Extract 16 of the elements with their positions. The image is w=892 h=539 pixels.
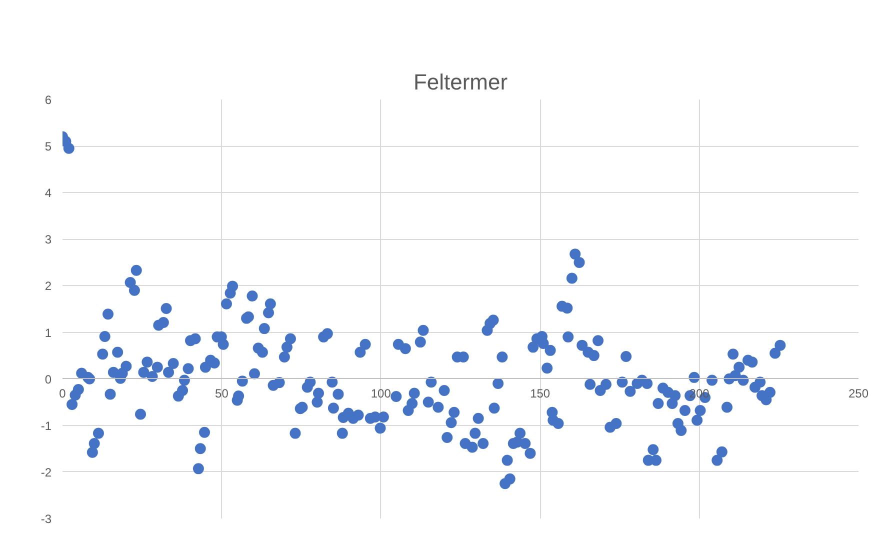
y-tick-label: 2 (44, 279, 52, 294)
y-tick-label: 5 (44, 140, 52, 154)
y-tick-label: -3 (40, 512, 52, 526)
x-tick-label: 100 (370, 386, 392, 400)
chart-title: Feltermer (413, 70, 508, 94)
y-tick-label: -2 (40, 465, 52, 480)
x-tick-label: 250 (848, 386, 869, 400)
y-tick-label: -1 (40, 418, 52, 433)
x-tick-label: 150 (530, 386, 550, 400)
y-tick-label: 0 (44, 372, 52, 386)
y-tick-label: 1 (44, 326, 52, 340)
x-tick-label: 0 (59, 386, 66, 400)
y-tick-label: 4 (44, 186, 52, 200)
x-tick-label: 50 (215, 386, 229, 400)
y-tick-label: 6 (44, 93, 52, 107)
y-tick-label: 3 (44, 232, 52, 247)
